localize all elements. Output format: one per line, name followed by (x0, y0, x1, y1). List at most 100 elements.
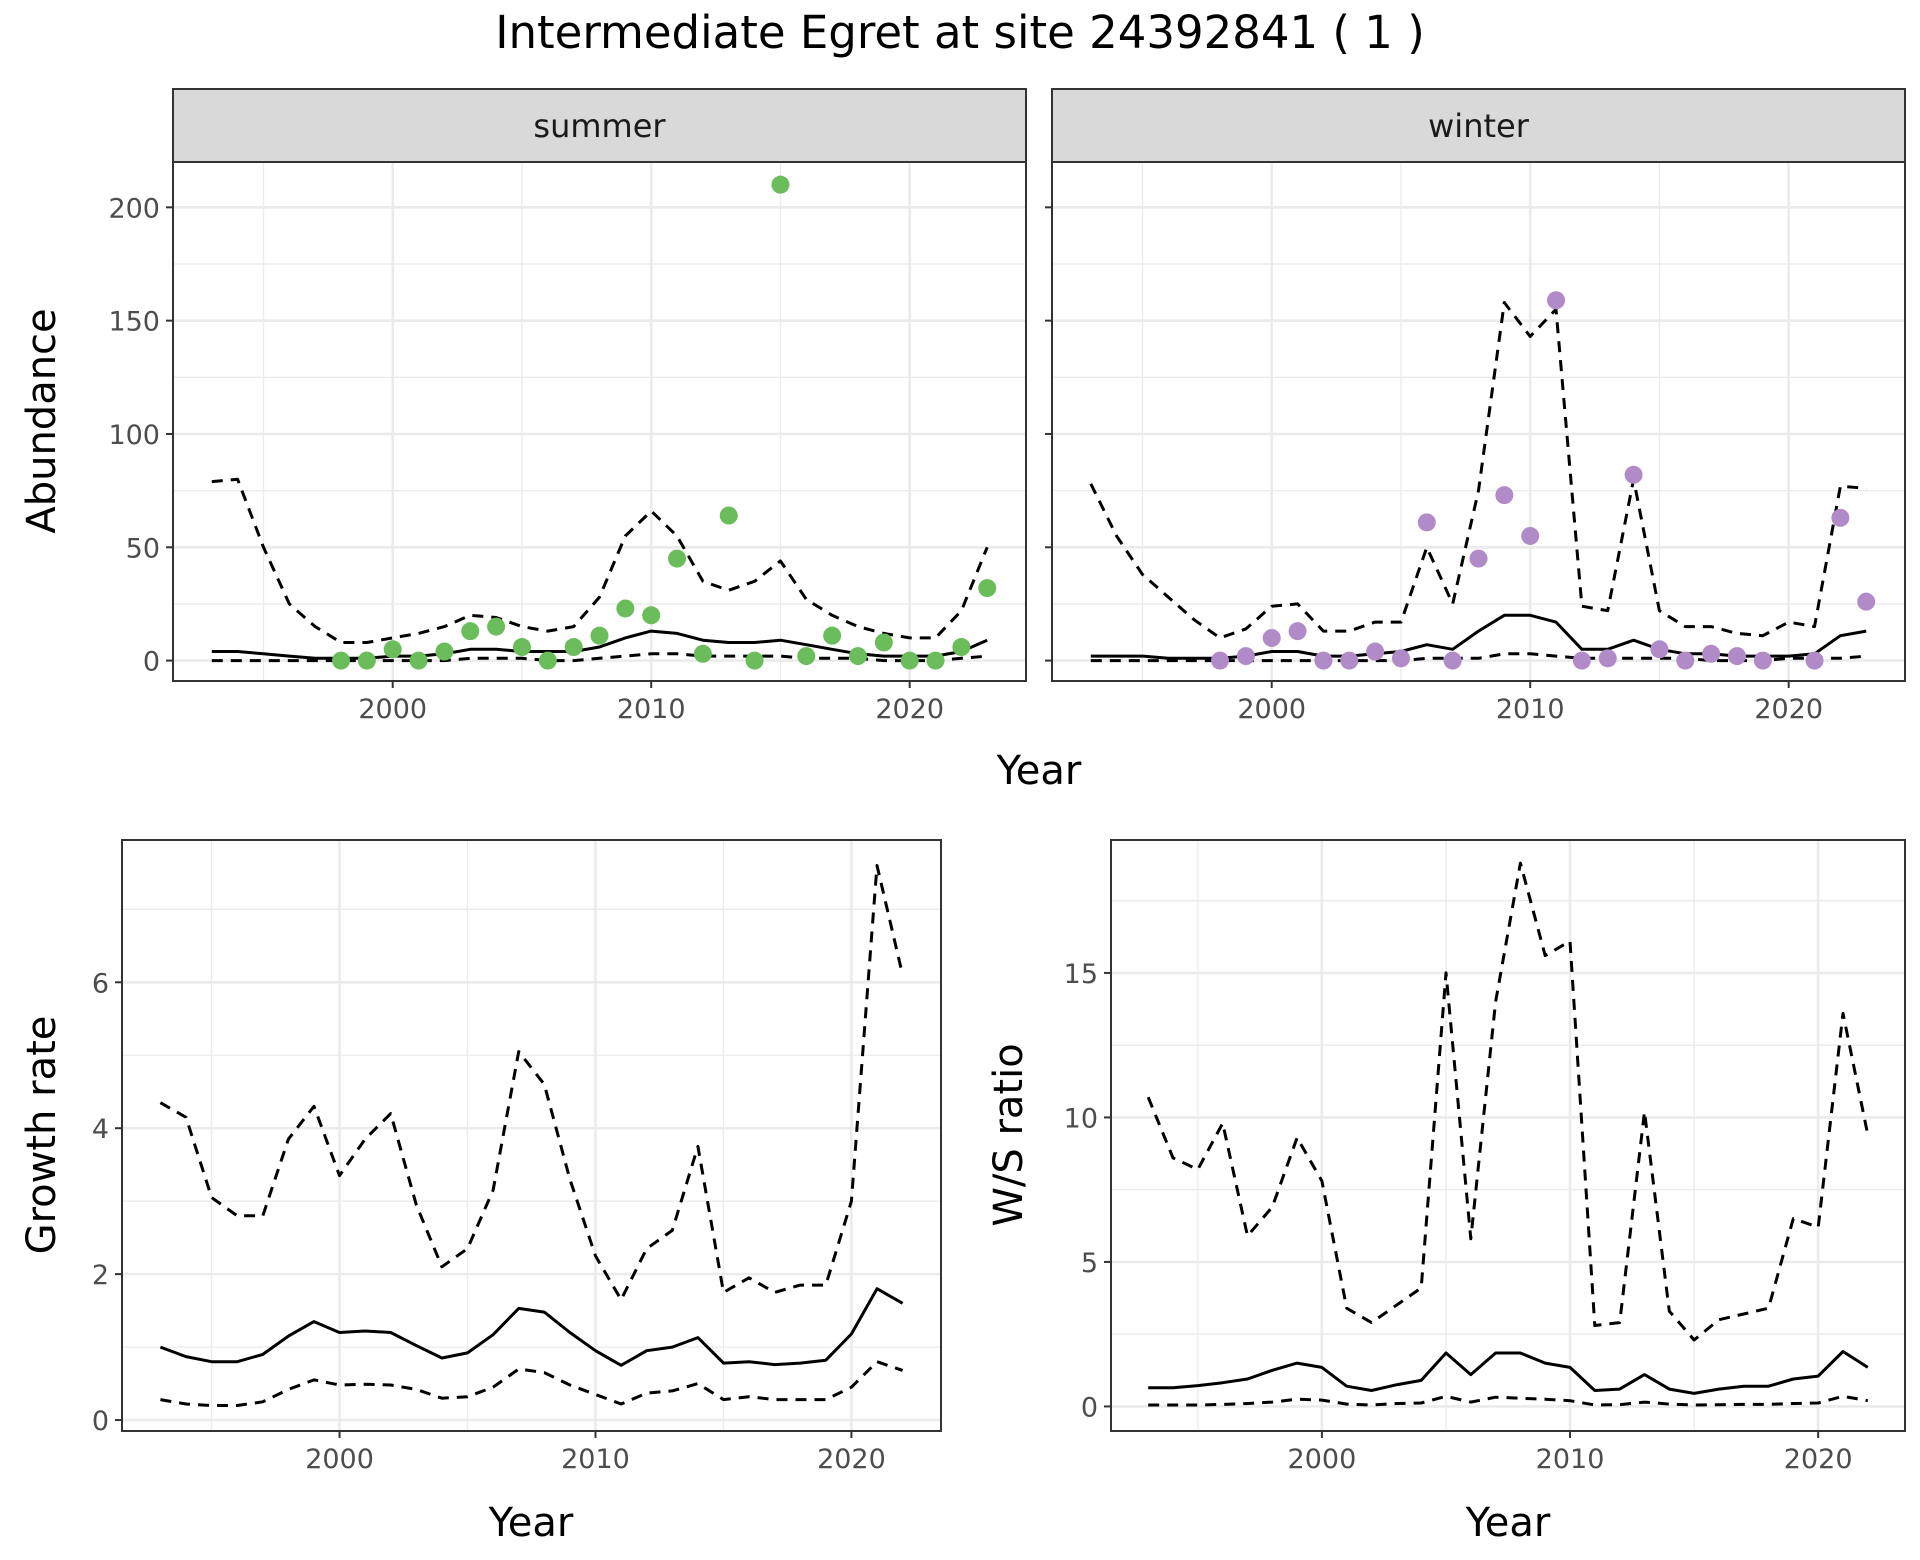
summer-data-point (538, 651, 557, 670)
growth-y-axis-title: Growth rate (19, 1016, 65, 1255)
winter-data-point (1521, 526, 1540, 545)
winter-points (1211, 291, 1876, 670)
winter-data-point (1262, 628, 1281, 647)
summer-data-point (487, 617, 506, 636)
growth-y-tick-label: 2 (92, 1260, 109, 1291)
ws-ratio-lower-line (1148, 1394, 1869, 1407)
ws-ratio-gridlines (1111, 840, 1905, 1431)
summer-data-point (590, 626, 609, 645)
summer-x-tick-labels: 2000 2010 2020 (358, 681, 944, 725)
growth-x-tick-label: 2010 (561, 1444, 630, 1475)
winter-data-point (1314, 651, 1333, 670)
summer-y-tick-label: 200 (108, 193, 160, 224)
growth-y-tick-label: 6 (92, 968, 109, 999)
summer-data-point (745, 651, 764, 670)
winter-data-point (1417, 513, 1436, 532)
winter-data-point (1805, 651, 1824, 670)
winter-x-tick-label: 2000 (1237, 694, 1306, 725)
summer-data-point (719, 506, 738, 525)
winter-data-point (1391, 649, 1410, 668)
winter-strip-label: winter (1428, 107, 1530, 145)
ws-ratio-panel: 2000 2010 2020 0 5 10 15 W/S ratio Year (986, 839, 1906, 1546)
summer-y-tick-label: 100 (108, 420, 160, 451)
summer-data-point (409, 651, 428, 670)
ws-ratio-y-tick-label: 10 (1064, 1103, 1098, 1134)
winter-data-point (1727, 647, 1746, 666)
summer-data-point (797, 647, 816, 666)
summer-y-tick-label: 50 (126, 533, 160, 564)
growth-x-tick-label: 2000 (305, 1444, 374, 1475)
winter-data-point (1236, 647, 1255, 666)
summer-y-tick-labels: 0 50 100 150 200 (108, 193, 173, 678)
winter-data-point (1288, 622, 1307, 641)
growth-x-axis-title: Year (488, 1500, 574, 1546)
ws-ratio-series-lines (1146, 861, 1870, 1407)
winter-panel: winter 2000 2010 2020 (1045, 88, 1906, 725)
growth-y-tick-labels: 0 2 4 6 (92, 968, 122, 1437)
winter-x-tick-labels: 2000 2010 2020 (1045, 206, 1823, 725)
summer-data-point (874, 633, 893, 652)
winter-data-point (1547, 291, 1566, 310)
winter-data-point (1831, 508, 1850, 527)
summer-data-point (848, 647, 867, 666)
winter-data-point (1572, 651, 1591, 670)
summer-data-point (823, 626, 842, 645)
summer-data-point (332, 651, 351, 670)
ws-ratio-x-axis-title: Year (1465, 1500, 1551, 1546)
growth-plot-border (121, 839, 942, 1432)
growth-panel: 2000 2010 2020 0 2 4 6 Growth rate Year (19, 839, 942, 1546)
summer-data-point (952, 638, 971, 657)
summer-data-point (642, 606, 661, 625)
summer-panel: summer 2000 2010 2020 0 50 100 150 200 (108, 88, 1027, 725)
winter-data-point (1857, 592, 1876, 611)
growth-upper-line (159, 864, 905, 1302)
growth-y-tick-label: 4 (92, 1114, 109, 1145)
figure-title: Intermediate Egret at site 24392841 ( 1 … (495, 6, 1425, 59)
winter-data-point (1676, 651, 1695, 670)
ws-ratio-y-axis-title: W/S ratio (986, 1043, 1032, 1226)
ws-ratio-x-tick-label: 2020 (1784, 1444, 1853, 1475)
growth-series-lines (159, 864, 905, 1407)
summer-points (332, 175, 997, 670)
summer-data-point (461, 622, 480, 641)
summer-data-point (564, 638, 583, 657)
ws-ratio-plot-border (1110, 839, 1906, 1432)
winter-data-point (1495, 486, 1514, 505)
winter-data-point (1340, 651, 1359, 670)
summer-data-point (900, 651, 919, 670)
ws-ratio-x-tick-label: 2000 (1288, 1444, 1357, 1475)
winter-data-point (1702, 644, 1721, 663)
summer-data-point (771, 175, 790, 194)
summer-data-point (693, 644, 712, 663)
winter-data-point (1598, 649, 1617, 668)
summer-strip-label: summer (533, 107, 666, 145)
summer-strip (172, 88, 1027, 163)
summer-data-point (512, 638, 531, 657)
ws-ratio-y-tick-label: 15 (1064, 959, 1098, 990)
ws-ratio-x-tick-label: 2010 (1536, 1444, 1605, 1475)
winter-data-point (1753, 651, 1772, 670)
winter-x-tick-label: 2020 (1754, 694, 1823, 725)
summer-data-point (435, 642, 454, 661)
ws-ratio-y-tick-label: 5 (1081, 1248, 1098, 1279)
winter-data-point (1366, 642, 1385, 661)
summer-y-tick-label: 150 (108, 307, 160, 338)
winter-data-point (1443, 651, 1462, 670)
summer-data-point (616, 599, 635, 618)
winter-data-point (1469, 549, 1488, 568)
ws-ratio-estimate-line (1148, 1350, 1869, 1395)
summer-data-point (383, 640, 402, 659)
growth-x-tick-label: 2020 (817, 1444, 886, 1475)
summer-x-tick-label: 2020 (875, 694, 944, 725)
winter-data-point (1650, 640, 1669, 659)
summer-x-tick-label: 2000 (358, 694, 427, 725)
summer-gridlines (173, 162, 1026, 681)
ws-ratio-y-tick-labels: 0 5 10 15 (1064, 959, 1111, 1423)
summer-y-tick-label: 0 (143, 647, 160, 678)
ws-ratio-y-tick-label: 0 (1081, 1392, 1098, 1423)
summer-x-tick-label: 2010 (617, 694, 686, 725)
summer-data-point (357, 651, 376, 670)
winter-x-tick-label: 2010 (1496, 694, 1565, 725)
summer-data-point (668, 549, 687, 568)
